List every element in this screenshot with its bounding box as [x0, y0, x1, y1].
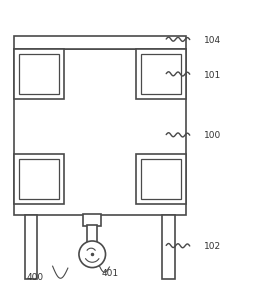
- Bar: [19, 54, 59, 94]
- Bar: [14, 36, 186, 49]
- Bar: [162, 215, 175, 279]
- Text: 400: 400: [26, 273, 43, 282]
- Bar: [14, 49, 186, 215]
- Bar: [14, 154, 64, 204]
- Text: 102: 102: [204, 242, 221, 251]
- Bar: [141, 54, 181, 94]
- Circle shape: [79, 241, 106, 268]
- Bar: [136, 154, 186, 204]
- Bar: [83, 213, 101, 226]
- Bar: [25, 215, 37, 279]
- Text: 101: 101: [204, 71, 221, 79]
- Text: 401: 401: [101, 269, 118, 278]
- Bar: [136, 49, 186, 99]
- Text: 104: 104: [204, 36, 221, 45]
- Text: 100: 100: [204, 132, 221, 140]
- Bar: [87, 225, 97, 244]
- Bar: [141, 159, 181, 199]
- Bar: [14, 49, 64, 99]
- Bar: [19, 159, 59, 199]
